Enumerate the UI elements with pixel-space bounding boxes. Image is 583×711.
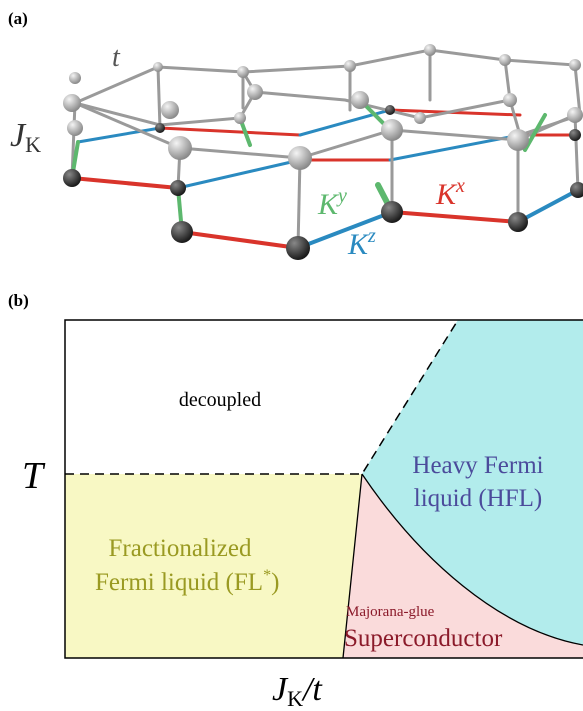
fl-star-close: ) (271, 569, 279, 596)
bond-sup: z (367, 225, 376, 247)
bond-base: K (347, 228, 370, 261)
bond-sup: y (336, 185, 347, 207)
bond-sup: x (455, 175, 465, 197)
sc-small-label: Majorana-glue (346, 604, 435, 620)
fl-star-label: Fractionalized (109, 535, 252, 562)
kondo-label: JK (10, 117, 41, 157)
fl-star-text: Fermi liquid (FL (95, 569, 263, 596)
figure: (a) t JK Ky Kx Kz (b) decoupled Heavy Fe… (0, 0, 583, 711)
hopping-label: t (112, 42, 121, 73)
bond-label: Kx (435, 175, 465, 211)
lattice (63, 44, 583, 260)
x-axis-rest: /t (301, 671, 323, 708)
bond-base: K (435, 178, 458, 211)
panel-label: (b) (8, 291, 29, 310)
fl-star-label: Fermi liquid (FL*) (95, 567, 279, 596)
bond-label: Ky (317, 185, 347, 221)
bond-label: Kz (347, 225, 376, 261)
bond-base: K (317, 188, 340, 221)
sc-label: Superconductor (344, 625, 503, 652)
y-axis-label: T (22, 455, 46, 497)
hfl-label: Heavy Fermi (412, 452, 543, 479)
x-axis-sub: K (287, 686, 303, 711)
decoupled-label: decoupled (179, 389, 261, 411)
hfl-label: liquid (HFL) (414, 485, 542, 512)
panel-label: (a) (8, 9, 28, 28)
kondo-sub: K (25, 132, 41, 157)
fl-star-sup: * (263, 567, 271, 584)
x-axis-label: JK/t (272, 671, 323, 711)
fl-star-region (65, 474, 362, 658)
